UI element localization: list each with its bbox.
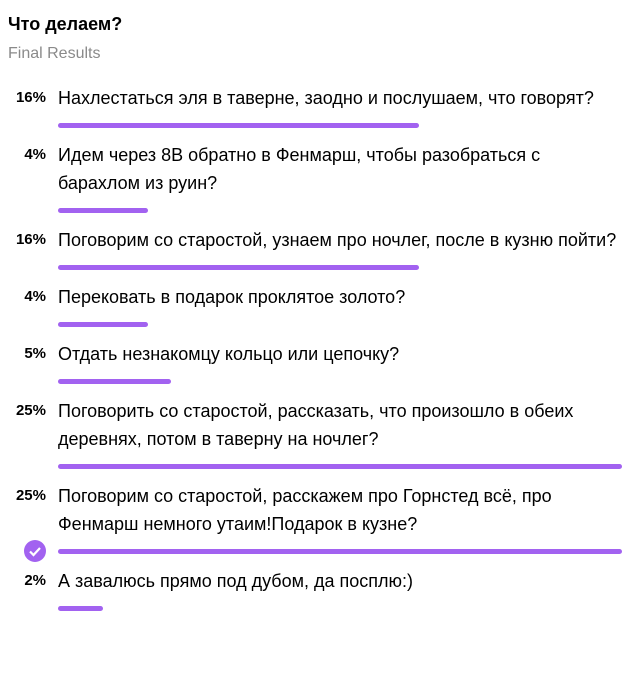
poll-option: 4% Перековать в подарок проклятое золото? — [0, 283, 634, 327]
option-text: А завалюсь прямо под дубом, да посплю:) — [58, 571, 413, 591]
option-bar — [58, 549, 622, 554]
option-text: Поговорить со старостой, рассказать, что… — [58, 401, 574, 449]
option-percent: 4% — [24, 146, 46, 163]
option-percent: 16% — [15, 231, 46, 248]
option-percent: 2% — [24, 572, 46, 589]
option-percent: 5% — [24, 345, 46, 362]
option-text: Поговорим со старостой, узнаем про ночле… — [58, 230, 617, 250]
poll-options: 16% Нахлестаться эля в таверне, заодно и … — [0, 84, 634, 624]
option-text: Перековать в подарок проклятое золото? — [58, 287, 406, 307]
option-percent: 25% — [15, 487, 46, 504]
option-bar — [58, 606, 104, 611]
option-bar — [58, 123, 419, 128]
option-text: Нахлестаться эля в таверне, заодно и пос… — [58, 88, 594, 108]
option-bar — [58, 322, 149, 327]
poll-option: 16% Поговорим со старостой, узнаем про но… — [0, 226, 634, 270]
poll-option: 25% Поговорим со старостой, расскажем про… — [0, 482, 634, 562]
option-bar — [58, 208, 149, 213]
option-text: Отдать незнакомцу кольцо или цепочку? — [58, 344, 400, 364]
poll-option: 5% Отдать незнакомцу кольцо или цепочку? — [0, 340, 634, 384]
option-percent: 4% — [24, 288, 46, 305]
poll-option: 25% Поговорить со старостой, рассказать, … — [0, 397, 634, 469]
option-bar — [58, 379, 171, 384]
option-text: Поговорим со старостой, расскажем про Го… — [58, 486, 552, 534]
option-percent: 25% — [15, 402, 46, 419]
option-bar — [58, 265, 419, 270]
option-percent: 16% — [15, 89, 46, 106]
voted-check — [24, 540, 46, 562]
poll-option: 4% Идем через 8В обратно в Фенмарш, чтобы… — [0, 141, 634, 213]
poll-subtitle: Final Results — [8, 45, 101, 62]
poll-title: Что делаем? — [8, 14, 123, 34]
option-bar — [58, 464, 622, 469]
option-text: Идем через 8В обратно в Фенмарш, чтобы р… — [58, 145, 541, 193]
poll-option: 2% А завалюсь прямо под дубом, да посплю:… — [0, 567, 634, 611]
poll-option: 16% Нахлестаться эля в таверне, заодно и … — [0, 84, 634, 128]
